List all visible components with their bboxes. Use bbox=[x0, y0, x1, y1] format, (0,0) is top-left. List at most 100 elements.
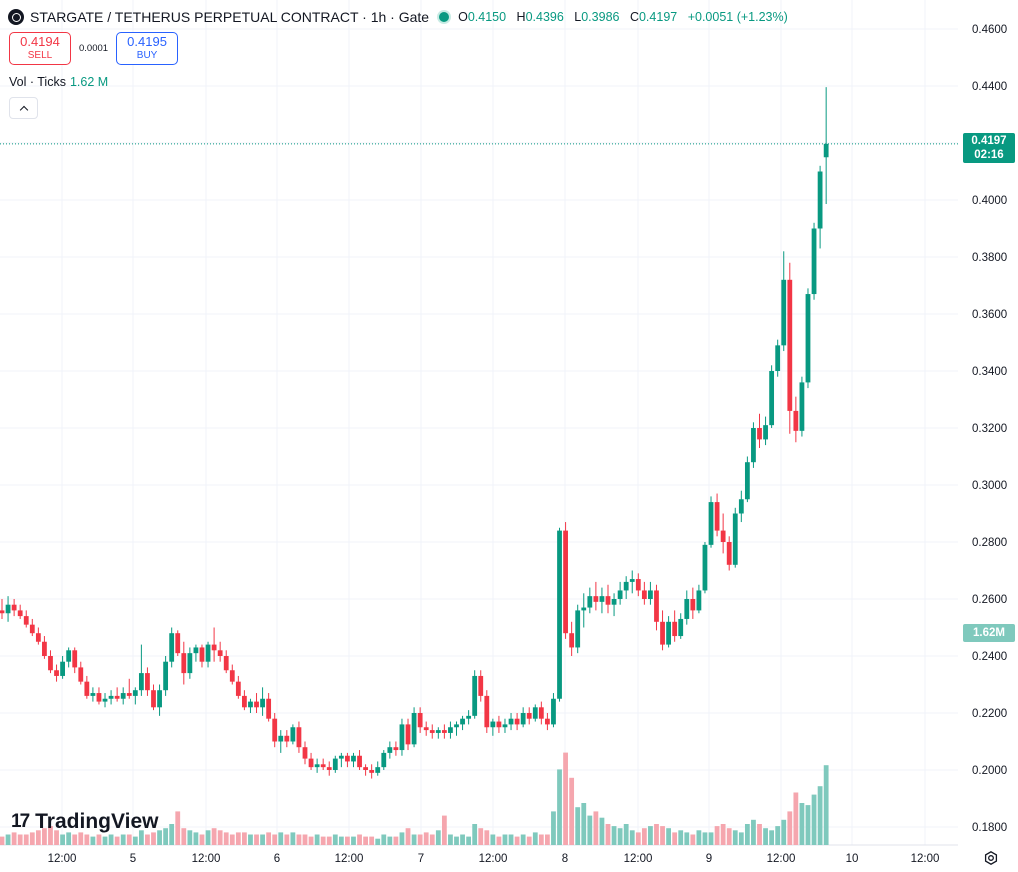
volume-bar bbox=[508, 834, 514, 845]
volume-bar bbox=[460, 834, 465, 845]
candle-body bbox=[678, 618, 684, 637]
candle-body bbox=[120, 693, 126, 699]
candle-body bbox=[217, 650, 223, 656]
open-value: 0.4150 bbox=[467, 10, 507, 24]
candle-body bbox=[775, 345, 781, 371]
volume-bar bbox=[387, 836, 393, 845]
candle-body bbox=[5, 604, 11, 614]
volume-bar bbox=[775, 826, 781, 845]
candle-body bbox=[538, 707, 544, 719]
candle-body bbox=[66, 650, 72, 662]
candle-body bbox=[29, 624, 35, 634]
candle-body bbox=[611, 599, 617, 605]
candle-body bbox=[660, 621, 665, 645]
candle-body bbox=[805, 294, 811, 383]
candle-body bbox=[435, 730, 441, 733]
volume-bar bbox=[793, 792, 799, 845]
candle-body bbox=[351, 755, 356, 762]
volume-bar bbox=[169, 824, 175, 845]
volume-bar bbox=[393, 836, 399, 845]
sell-button[interactable]: 0.4194 SELL bbox=[9, 32, 71, 65]
candle-body bbox=[381, 752, 387, 768]
volume-bar bbox=[217, 830, 223, 845]
candle-body bbox=[605, 596, 611, 605]
volume-bar bbox=[181, 828, 187, 845]
candle-body bbox=[90, 693, 96, 696]
candle-body bbox=[78, 667, 84, 682]
candle-body bbox=[484, 695, 490, 728]
candle-body bbox=[757, 428, 762, 440]
volume-bar bbox=[799, 803, 805, 845]
candle-body bbox=[811, 228, 817, 295]
volume-bar bbox=[17, 834, 23, 845]
candle-body bbox=[157, 690, 162, 708]
volume-bar bbox=[126, 834, 132, 845]
volume-bar bbox=[260, 834, 265, 845]
volume-bar bbox=[345, 836, 350, 845]
volume-bar bbox=[351, 836, 356, 845]
collapse-legend-button[interactable] bbox=[9, 97, 38, 119]
candle-body bbox=[460, 718, 465, 725]
volume-bar bbox=[248, 834, 253, 845]
candle-body bbox=[393, 747, 399, 751]
volume-bar bbox=[672, 832, 678, 845]
candle-body bbox=[138, 673, 144, 691]
y-tick-label: 0.2200 bbox=[972, 708, 1007, 720]
buy-label: BUY bbox=[136, 49, 158, 61]
volume-bar bbox=[108, 834, 114, 845]
candle-body bbox=[726, 542, 732, 565]
candle-body bbox=[587, 596, 593, 608]
volume-legend[interactable]: Vol · Ticks 1.62 M bbox=[9, 75, 108, 89]
volume-bar bbox=[714, 826, 720, 845]
volume-bar bbox=[732, 830, 738, 845]
settings-gear-icon[interactable] bbox=[984, 851, 998, 865]
volume-bar bbox=[472, 824, 478, 845]
candle-body bbox=[320, 764, 326, 768]
volume-bar bbox=[757, 824, 762, 845]
volume-bar bbox=[660, 826, 665, 845]
y-tick-label: 0.2800 bbox=[972, 537, 1007, 549]
volume-bar bbox=[145, 834, 150, 845]
candle-body bbox=[575, 610, 581, 648]
volume-bar bbox=[411, 834, 417, 845]
volume-bar bbox=[29, 832, 35, 845]
volume-bar bbox=[502, 834, 508, 845]
y-tick-label: 0.1800 bbox=[972, 822, 1007, 834]
volume-bar bbox=[60, 834, 65, 845]
candle-body bbox=[799, 382, 805, 431]
volume-bar bbox=[290, 832, 296, 845]
buy-button[interactable]: 0.4195 BUY bbox=[116, 32, 179, 65]
change-value: +0.0051 (+1.23%) bbox=[687, 10, 788, 24]
volume-bar bbox=[284, 834, 290, 845]
volume-bar bbox=[314, 834, 320, 845]
volume-bar bbox=[235, 832, 241, 845]
volume-bar bbox=[320, 836, 326, 845]
tradingview-logo[interactable]: 17 TradingView bbox=[11, 810, 158, 834]
volume-bar bbox=[369, 836, 375, 845]
candle-body bbox=[623, 581, 629, 591]
candle-body bbox=[557, 530, 562, 699]
volume-bar bbox=[308, 836, 314, 845]
volume-bar bbox=[787, 811, 793, 845]
volume-bar bbox=[557, 769, 562, 845]
candle-body bbox=[635, 579, 641, 591]
high-value: 0.4396 bbox=[525, 10, 564, 24]
candle-body bbox=[599, 596, 605, 602]
volume-bar bbox=[466, 836, 472, 845]
candle-body bbox=[108, 695, 114, 699]
volume-bar bbox=[326, 836, 332, 845]
volume-bar bbox=[96, 834, 102, 845]
candle-body bbox=[581, 607, 587, 611]
y-tick-label: 0.3600 bbox=[972, 309, 1007, 321]
volume-bar bbox=[375, 838, 381, 845]
y-tick-label: 0.2600 bbox=[972, 594, 1007, 606]
candle-body bbox=[17, 610, 23, 617]
y-tick-label: 0.4400 bbox=[972, 81, 1007, 93]
sell-label: SELL bbox=[27, 49, 53, 61]
y-tick-label: 0.4600 bbox=[972, 24, 1007, 36]
symbol-title[interactable]: STARGATE / TETHERUS PERPETUAL CONTRACT ·… bbox=[30, 9, 430, 25]
volume-bar bbox=[520, 834, 526, 845]
volume-bar bbox=[763, 828, 768, 845]
trade-panel: 0.4194 SELL 0.0001 0.4195 BUY bbox=[9, 32, 179, 65]
